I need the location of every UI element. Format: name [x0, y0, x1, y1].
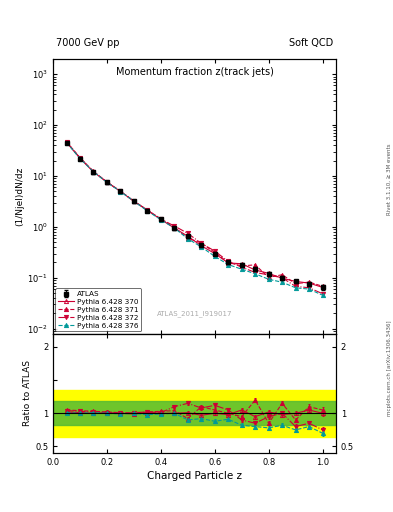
Pythia 6.428 370: [280, 275, 285, 281]
Pythia 6.428 370: [172, 225, 177, 231]
Text: 7000 GeV pp: 7000 GeV pp: [56, 38, 119, 48]
Pythia 6.428 372: [91, 168, 96, 175]
Pythia 6.428 371: [320, 283, 325, 289]
Pythia 6.428 372: [118, 188, 123, 195]
Pythia 6.428 372: [132, 198, 136, 204]
Bar: [53, 390, 336, 437]
Bar: [53, 401, 336, 425]
Pythia 6.428 376: [172, 225, 177, 231]
Pythia 6.428 376: [266, 276, 271, 282]
Pythia 6.428 370: [266, 270, 271, 276]
Line: Pythia 6.428 376: Pythia 6.428 376: [64, 140, 325, 297]
Pythia 6.428 376: [226, 262, 231, 268]
Pythia 6.428 371: [172, 224, 177, 230]
Pythia 6.428 376: [64, 139, 69, 145]
Pythia 6.428 376: [212, 253, 217, 260]
Pythia 6.428 372: [253, 269, 257, 275]
Line: Pythia 6.428 370: Pythia 6.428 370: [64, 140, 325, 289]
Pythia 6.428 370: [253, 267, 257, 273]
Pythia 6.428 372: [293, 283, 298, 289]
Pythia 6.428 371: [145, 207, 150, 213]
Text: Rivet 3.1.10, ≥ 3M events: Rivet 3.1.10, ≥ 3M events: [387, 143, 391, 215]
Text: Soft QCD: Soft QCD: [289, 38, 333, 48]
Pythia 6.428 370: [199, 243, 204, 249]
Pythia 6.428 370: [118, 188, 123, 195]
Y-axis label: (1/Njel)dN/dz: (1/Njel)dN/dz: [16, 166, 25, 226]
Pythia 6.428 370: [212, 250, 217, 257]
Line: Pythia 6.428 372: Pythia 6.428 372: [64, 140, 325, 296]
Pythia 6.428 372: [226, 259, 231, 265]
Pythia 6.428 370: [145, 207, 150, 214]
X-axis label: Charged Particle z: Charged Particle z: [147, 471, 242, 481]
Pythia 6.428 371: [280, 272, 285, 278]
Pythia 6.428 376: [307, 286, 311, 292]
Pythia 6.428 376: [320, 292, 325, 298]
Pythia 6.428 372: [172, 223, 177, 229]
Pythia 6.428 371: [226, 260, 231, 266]
Pythia 6.428 370: [78, 155, 83, 161]
Pythia 6.428 370: [293, 279, 298, 285]
Pythia 6.428 370: [320, 284, 325, 290]
Pythia 6.428 370: [185, 233, 190, 239]
Text: Momentum fraction z(track jets): Momentum fraction z(track jets): [116, 67, 274, 77]
Pythia 6.428 372: [199, 240, 204, 246]
Pythia 6.428 371: [185, 235, 190, 241]
Pythia 6.428 370: [132, 198, 136, 204]
Pythia 6.428 376: [253, 271, 257, 277]
Pythia 6.428 376: [118, 188, 123, 195]
Pythia 6.428 371: [293, 281, 298, 287]
Pythia 6.428 371: [199, 240, 204, 246]
Pythia 6.428 372: [266, 272, 271, 278]
Pythia 6.428 372: [320, 291, 325, 297]
Pythia 6.428 372: [105, 179, 109, 185]
Pythia 6.428 376: [199, 244, 204, 250]
Pythia 6.428 371: [64, 139, 69, 145]
Pythia 6.428 370: [64, 139, 69, 145]
Pythia 6.428 376: [132, 198, 136, 204]
Pythia 6.428 376: [91, 168, 96, 175]
Pythia 6.428 372: [307, 285, 311, 291]
Pythia 6.428 372: [64, 139, 69, 145]
Pythia 6.428 371: [253, 262, 257, 268]
Pythia 6.428 372: [239, 264, 244, 270]
Pythia 6.428 370: [105, 179, 109, 185]
Pythia 6.428 376: [280, 279, 285, 285]
Pythia 6.428 370: [307, 280, 311, 286]
Pythia 6.428 370: [226, 260, 231, 266]
Pythia 6.428 371: [132, 198, 136, 204]
Pythia 6.428 372: [280, 275, 285, 281]
Pythia 6.428 371: [266, 274, 271, 281]
Pythia 6.428 376: [239, 266, 244, 272]
Pythia 6.428 371: [158, 216, 163, 222]
Pythia 6.428 376: [158, 217, 163, 223]
Pythia 6.428 371: [78, 155, 83, 161]
Pythia 6.428 371: [212, 249, 217, 255]
Pythia 6.428 370: [158, 217, 163, 223]
Text: ATLAS_2011_I919017: ATLAS_2011_I919017: [157, 310, 232, 317]
Pythia 6.428 371: [239, 263, 244, 269]
Pythia 6.428 376: [185, 236, 190, 242]
Pythia 6.428 372: [78, 155, 83, 161]
Pythia 6.428 372: [185, 230, 190, 237]
Pythia 6.428 372: [158, 216, 163, 222]
Pythia 6.428 371: [105, 179, 109, 185]
Legend: ATLAS, Pythia 6.428 370, Pythia 6.428 371, Pythia 6.428 372, Pythia 6.428 376: ATLAS, Pythia 6.428 370, Pythia 6.428 37…: [55, 288, 141, 331]
Y-axis label: Ratio to ATLAS: Ratio to ATLAS: [23, 360, 32, 426]
Pythia 6.428 370: [239, 261, 244, 267]
Pythia 6.428 371: [307, 279, 311, 285]
Pythia 6.428 376: [145, 208, 150, 214]
Text: mcplots.cern.ch [arXiv:1306.3436]: mcplots.cern.ch [arXiv:1306.3436]: [387, 321, 391, 416]
Pythia 6.428 371: [118, 188, 123, 194]
Line: Pythia 6.428 371: Pythia 6.428 371: [64, 140, 325, 288]
Pythia 6.428 371: [91, 168, 96, 175]
Pythia 6.428 372: [212, 248, 217, 254]
Pythia 6.428 372: [145, 207, 150, 213]
Pythia 6.428 376: [105, 179, 109, 185]
Pythia 6.428 370: [91, 169, 96, 175]
Pythia 6.428 376: [293, 285, 298, 291]
Pythia 6.428 376: [78, 156, 83, 162]
